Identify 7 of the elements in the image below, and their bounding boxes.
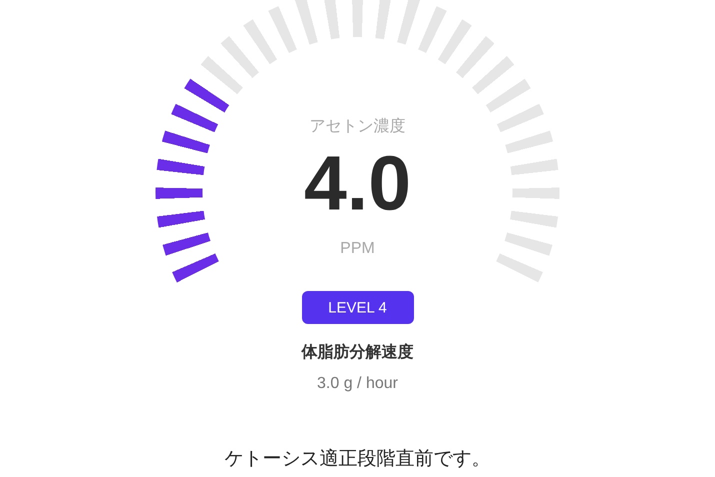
text: ケトーシス適正段階直前です。 bbox=[224, 448, 490, 470]
text: 4.0 bbox=[304, 140, 412, 226]
text: 3.0 g / hour bbox=[317, 375, 398, 392]
text: アセトン濃度 bbox=[310, 118, 406, 135]
text: PPM bbox=[340, 240, 375, 257]
text: LEVEL 4 bbox=[328, 299, 387, 316]
text: 体脂肪分解速度 bbox=[302, 344, 414, 361]
